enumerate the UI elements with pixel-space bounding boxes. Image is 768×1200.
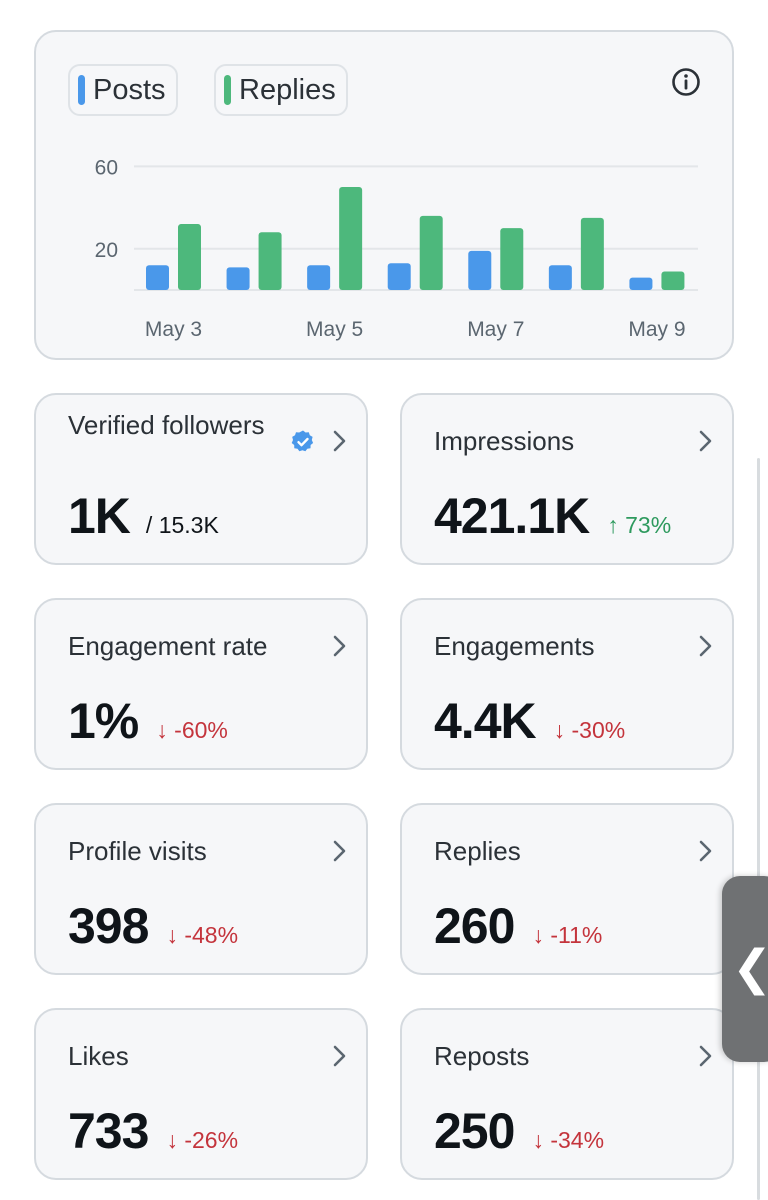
chevron-right-icon: [333, 635, 346, 657]
x-tick-label: May 9: [628, 318, 685, 341]
bar-posts: [226, 267, 250, 290]
stat-value: 421.1K: [434, 488, 590, 544]
chevron-right-icon: [333, 840, 346, 862]
bar-replies: [500, 228, 524, 290]
stat-change: ↓ -26%: [166, 1127, 239, 1153]
stat-change: ↓ -34%: [532, 1127, 605, 1153]
bar-replies: [178, 224, 201, 290]
stat-value: 250: [434, 1103, 515, 1159]
stat-row: 4.4K ↓ -30%: [434, 692, 625, 750]
stat-change: ↓ -30%: [553, 717, 626, 743]
bar-posts: [387, 263, 411, 290]
stat-row: 260 ↓ -11%: [434, 897, 602, 955]
stat-value: 1%: [68, 693, 139, 749]
stat-row: 398 ↓ -48%: [68, 897, 238, 955]
bar-posts: [468, 250, 492, 290]
bar-posts: [629, 277, 653, 290]
stat-title: Engagement rate: [68, 631, 268, 661]
stat-change: ↓ -60%: [156, 717, 228, 743]
stat-title: Profile visits: [68, 836, 207, 866]
chevron-right-icon: [699, 635, 712, 657]
verified-badge-icon: [291, 430, 314, 452]
bar-posts: [548, 265, 572, 290]
stat-row: 1% ↓ -60%: [68, 692, 228, 750]
stat-title: Likes: [68, 1041, 129, 1071]
chevron-right-icon: [333, 1045, 346, 1067]
x-tick-label: May 7: [467, 318, 524, 341]
bar-replies: [339, 186, 363, 290]
chevron-right-icon: [699, 1045, 712, 1067]
stat-row: 250 ↓ -34%: [434, 1102, 604, 1160]
legend-posts[interactable]: Posts: [68, 64, 178, 116]
stat-card-replies[interactable]: Replies 260 ↓ -11%: [400, 803, 734, 975]
bar-posts: [307, 265, 331, 290]
legend-posts-label: Posts: [93, 73, 166, 106]
stat-card-verified-followers[interactable]: Verified followers 1K / 15.3K: [34, 393, 368, 565]
bar-chart: 20 60 May 3 May 5 May 7 May 9: [95, 156, 698, 341]
stat-title: Engagements: [434, 631, 595, 661]
stat-card-reposts[interactable]: Reposts 250 ↓ -34%: [400, 1008, 734, 1180]
stat-card-likes[interactable]: Likes 733 ↓ -26%: [34, 1008, 368, 1180]
stat-title: Reposts: [434, 1041, 530, 1071]
posts-swatch: [78, 75, 85, 105]
bar-replies: [661, 271, 685, 290]
stat-value: 733: [68, 1103, 149, 1159]
stat-row: 1K / 15.3K: [68, 487, 219, 545]
stat-value: 398: [68, 898, 149, 954]
legend-replies-label: Replies: [239, 73, 336, 106]
stat-change: ↓ -48%: [166, 922, 239, 948]
info-icon[interactable]: [670, 66, 702, 98]
bar-replies: [580, 217, 604, 290]
stat-card-impressions[interactable]: Impressions 421.1K ↑ 73%: [400, 393, 734, 565]
chevron-right-icon: [699, 430, 712, 452]
bar-replies: [419, 215, 443, 290]
stat-title: Impressions: [434, 426, 575, 456]
x-tick-label: May 5: [306, 318, 363, 341]
stat-row: 733 ↓ -26%: [68, 1102, 238, 1160]
chevron-left-icon: ❮: [732, 940, 768, 996]
bar-posts: [146, 265, 169, 290]
stat-value: 4.4K: [434, 693, 537, 749]
stat-change: ↑ 73%: [607, 512, 672, 538]
stat-value: 260: [434, 898, 515, 954]
y-tick-label: 20: [95, 239, 118, 262]
y-tick-label: 60: [95, 156, 118, 179]
stat-title: Verified followers: [68, 410, 265, 440]
side-panel-handle[interactable]: ❮: [722, 876, 768, 1062]
stat-change: ↓ -11%: [532, 922, 603, 948]
x-tick-label: May 3: [145, 318, 202, 341]
bar-replies: [258, 232, 282, 290]
chart-card: Posts Replies 20 60 May 3 May 5 May 7 May 9: [34, 30, 734, 360]
stat-title: Replies: [434, 836, 521, 866]
chevron-right-icon: [333, 430, 346, 452]
stat-value: 1K: [68, 488, 131, 544]
stat-total: / 15.3K: [145, 512, 219, 538]
legend-replies[interactable]: Replies: [214, 64, 348, 116]
stat-row: 421.1K ↑ 73%: [434, 487, 671, 545]
replies-swatch: [224, 75, 231, 105]
scrollbar[interactable]: [757, 458, 760, 1200]
stat-card-engagements[interactable]: Engagements 4.4K ↓ -30%: [400, 598, 734, 770]
stat-card-profile-visits[interactable]: Profile visits 398 ↓ -48%: [34, 803, 368, 975]
chevron-right-icon: [699, 840, 712, 862]
stat-card-engagement-rate[interactable]: Engagement rate 1% ↓ -60%: [34, 598, 368, 770]
